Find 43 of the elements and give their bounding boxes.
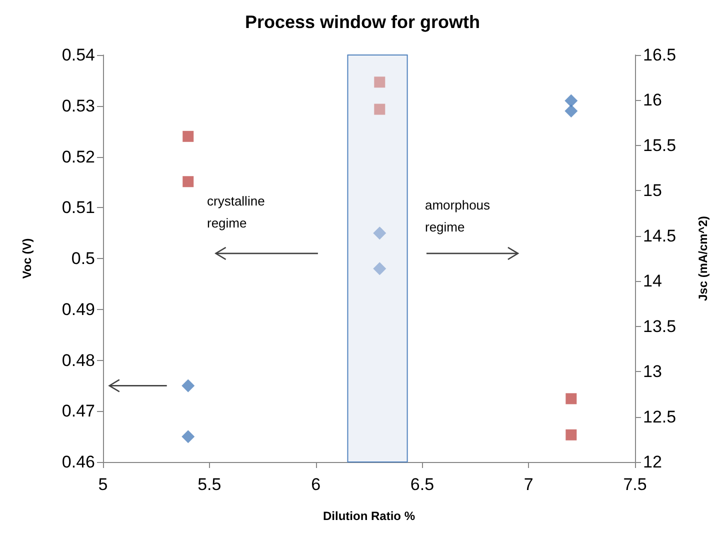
y-axis-title: Voc (V) xyxy=(20,238,34,279)
point xyxy=(564,104,578,118)
point xyxy=(373,262,386,276)
y2-tick-label: 14 xyxy=(643,272,662,291)
x-tick-label: 7 xyxy=(524,475,534,494)
y2-tick-label: 16.5 xyxy=(643,46,676,64)
y2-axis-title: Jsc (mA/cm^2) xyxy=(696,216,710,302)
x-tick-label: 6 xyxy=(311,475,321,494)
point xyxy=(566,393,577,404)
y2-tick-label: 16 xyxy=(643,90,662,110)
y-tick-label: 0.47 xyxy=(62,402,95,421)
x-tick-label: 7.5 xyxy=(623,475,647,494)
point xyxy=(374,104,386,115)
point xyxy=(182,130,194,142)
y-tick-label: 0.52 xyxy=(62,147,95,166)
point xyxy=(182,430,195,444)
y2-tick-label: 12 xyxy=(643,452,662,472)
point xyxy=(566,429,577,440)
x-tick-label: 5 xyxy=(98,475,108,494)
y-tick-label: 0.48 xyxy=(62,350,95,370)
y2-tick-label: 13.5 xyxy=(643,316,676,336)
annotation: crystalline regime xyxy=(207,194,265,230)
y2-tick-label: 14.5 xyxy=(643,226,676,246)
y2-tick-label: 12.5 xyxy=(643,407,676,426)
point xyxy=(182,176,194,188)
point xyxy=(373,226,386,240)
point xyxy=(182,379,195,392)
y-tick-label: 0.51 xyxy=(62,198,95,218)
y-tick-label: 0.54 xyxy=(62,46,95,64)
y-tick-label: 0.46 xyxy=(62,452,95,472)
x-tick-label: 6.5 xyxy=(410,475,434,494)
point xyxy=(374,76,386,88)
y-tick-label: 0.53 xyxy=(62,96,95,116)
y2-tick-label: 13 xyxy=(643,362,662,382)
y2-tick-label: 15 xyxy=(643,181,662,200)
annotation: amorphous regime xyxy=(425,198,491,234)
y-tick-label: 0.49 xyxy=(62,300,95,319)
x-axis-title: Dilution Ratio % xyxy=(323,509,416,523)
chart-title: Process window for growth xyxy=(244,12,480,32)
x-tick-label: 5.5 xyxy=(198,475,222,494)
point xyxy=(564,94,578,108)
y2-tick-label: 15.5 xyxy=(643,136,676,155)
y-tick-label: 0.5 xyxy=(71,249,95,268)
